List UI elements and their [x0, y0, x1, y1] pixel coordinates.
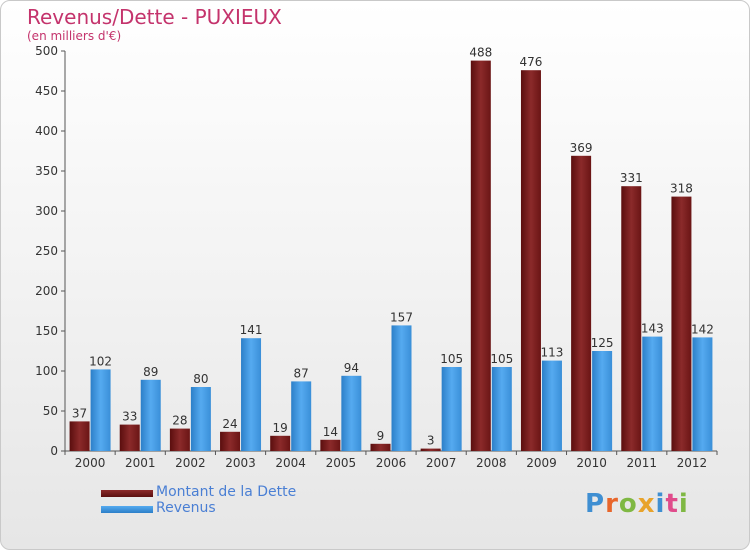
bar-revenus-2008 [491, 367, 512, 451]
x-tick-label: 2011 [626, 456, 657, 470]
label-revenus-2004: 87 [294, 366, 309, 380]
label-revenus-2003: 141 [240, 323, 263, 337]
chart-title: Revenus/Dette - PUXIEUX [27, 5, 282, 29]
bar-dette-2010 [571, 155, 592, 452]
y-tick-label: 450 [35, 84, 58, 98]
x-tick-label: 2001 [125, 456, 156, 470]
bar-dette-2005 [320, 439, 341, 451]
label-revenus-2009: 113 [541, 346, 564, 360]
label-dette-2002: 28 [172, 414, 187, 428]
bar-revenus-2009 [541, 360, 562, 451]
y-tick-label: 200 [35, 284, 58, 298]
label-revenus-2011: 143 [641, 322, 664, 336]
bar-dette-2011 [621, 186, 642, 451]
label-revenus-2000: 102 [89, 354, 112, 368]
label-dette-2001: 33 [122, 410, 137, 424]
legend-label-revenus: Revenus [156, 500, 216, 516]
bar-revenus-2001 [140, 379, 161, 451]
bar-dette-2001 [119, 424, 140, 451]
bar-dette-2012 [671, 196, 692, 451]
proxiti-logo: Proxiti [585, 489, 689, 519]
bar-dette-2008 [470, 60, 491, 451]
label-revenus-2005: 94 [344, 361, 359, 375]
legend-swatch-revenus [101, 506, 153, 513]
label-revenus-2008: 105 [490, 352, 513, 366]
label-revenus-2002: 80 [193, 372, 208, 386]
label-dette-2010: 369 [570, 141, 593, 155]
label-dette-2003: 24 [222, 417, 237, 431]
label-dette-2000: 37 [72, 406, 87, 420]
y-tick-label: 500 [35, 44, 58, 58]
bar-revenus-2002 [190, 387, 211, 451]
bar-dette-2004 [270, 435, 291, 451]
y-tick-label: 250 [35, 244, 58, 258]
data-labels: 37 33 28 24 19 14 9 3 488 476 369 331 318 102 89 80 141 8… [72, 46, 714, 448]
x-tick-label: 2008 [476, 456, 507, 470]
label-revenus-2012: 142 [691, 322, 714, 336]
y-tick-label: 0 [50, 444, 58, 458]
x-tick-label: 2006 [376, 456, 407, 470]
bar-dette-2007 [420, 448, 441, 451]
legend-label-dette: Montant de la Dette [156, 484, 297, 500]
label-dette-2012: 318 [670, 182, 693, 196]
x-tick-label: 2000 [75, 456, 106, 470]
label-dette-2011: 331 [620, 171, 643, 185]
bar-dette-2009 [520, 70, 541, 451]
label-revenus-2007: 105 [440, 352, 463, 366]
bar-revenus-2004 [291, 381, 312, 451]
x-tick-label: 2005 [326, 456, 357, 470]
bar-dette-2006 [370, 443, 391, 451]
x-tick-label: 2009 [526, 456, 557, 470]
bar-revenus-2005 [341, 375, 362, 451]
x-tick-label: 2007 [426, 456, 457, 470]
axes: 0 50 100 150 200 250 300 350 400 450 500 2000 2001 20… [35, 44, 718, 470]
y-tick-label: 150 [35, 324, 58, 338]
label-dette-2008: 488 [469, 46, 492, 60]
bar-dette-2002 [169, 428, 190, 451]
chart-subtitle: (en milliers d'€) [27, 29, 122, 43]
bar-revenus-2007 [441, 367, 462, 451]
label-dette-2006: 9 [377, 429, 385, 443]
bars [69, 60, 713, 452]
y-tick-label: 300 [35, 204, 58, 218]
y-tick-label: 50 [43, 404, 58, 418]
bar-dette-2000 [69, 421, 90, 451]
x-tick-label: 2004 [275, 456, 306, 470]
bar-revenus-2012 [692, 337, 713, 451]
x-tick-label: 2002 [175, 456, 206, 470]
label-revenus-2001: 89 [143, 365, 158, 379]
y-tick-label: 400 [35, 124, 58, 138]
y-tick-label: 100 [35, 364, 58, 378]
bar-revenus-2011 [642, 336, 663, 451]
label-dette-2004: 19 [273, 421, 288, 435]
label-revenus-2006: 157 [390, 310, 413, 324]
x-tick-label: 2012 [677, 456, 708, 470]
label-dette-2009: 476 [520, 55, 543, 69]
y-tick-label: 350 [35, 164, 58, 178]
label-revenus-2010: 125 [591, 336, 614, 350]
x-tick-label: 2010 [576, 456, 607, 470]
label-dette-2005: 14 [323, 425, 338, 439]
bar-revenus-2003 [241, 338, 262, 451]
x-tick-label: 2003 [225, 456, 256, 470]
bar-revenus-2000 [90, 369, 111, 451]
bar-dette-2003 [220, 431, 241, 451]
legend-swatch-dette [101, 490, 153, 497]
bar-revenus-2006 [391, 325, 412, 451]
bar-revenus-2010 [592, 351, 613, 451]
label-dette-2007: 3 [427, 434, 435, 448]
